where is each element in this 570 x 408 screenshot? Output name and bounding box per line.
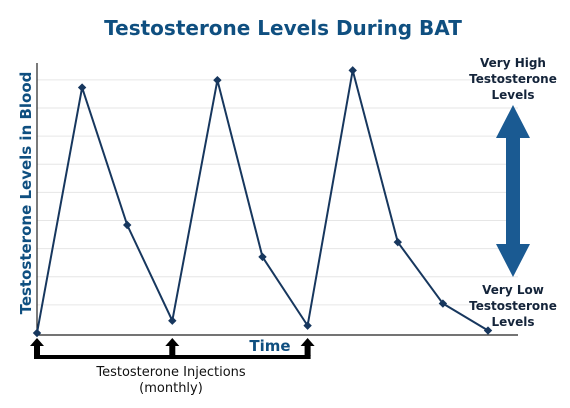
data-point	[77, 83, 87, 92]
series-line	[36, 69, 489, 334]
injection-sublabel: (monthly)	[139, 381, 203, 396]
low-label-line-3: Levels	[491, 315, 534, 329]
data-point	[393, 237, 402, 247]
y-axis-label: Testosterone Levels in Blood	[17, 72, 35, 315]
data-point	[213, 75, 222, 85]
high-label-line-1: Very High	[480, 56, 546, 70]
low-level-label: Very Low Testosterone Levels	[469, 283, 557, 329]
high-label-line-2: Testosterone	[469, 72, 557, 86]
data-point	[303, 321, 312, 330]
low-label-line-2: Testosterone	[469, 299, 557, 313]
injection-markers	[30, 338, 315, 359]
injection-label: Testosterone Injections	[95, 365, 246, 380]
data-point	[438, 299, 448, 308]
double-arrow-icon	[496, 105, 530, 277]
data-point	[168, 316, 177, 325]
data-point	[348, 66, 357, 75]
data-point	[32, 328, 42, 338]
high-level-label: Very High Testosterone Levels	[469, 56, 557, 102]
low-label-line-1: Very Low	[482, 283, 544, 297]
injection-arrow-icon	[300, 338, 315, 356]
x-axis-label: Time	[249, 337, 290, 355]
series-group	[32, 66, 493, 338]
data-point	[123, 220, 132, 230]
injection-bracket	[34, 355, 311, 359]
data-point	[258, 252, 267, 262]
injection-arrow-icon	[30, 338, 44, 356]
data-point	[483, 326, 493, 335]
high-label-line-3: Levels	[491, 88, 534, 102]
grid-lines	[37, 79, 518, 306]
injection-arrow-icon	[165, 338, 180, 356]
chart-title: Testosterone Levels During BAT	[104, 16, 462, 40]
